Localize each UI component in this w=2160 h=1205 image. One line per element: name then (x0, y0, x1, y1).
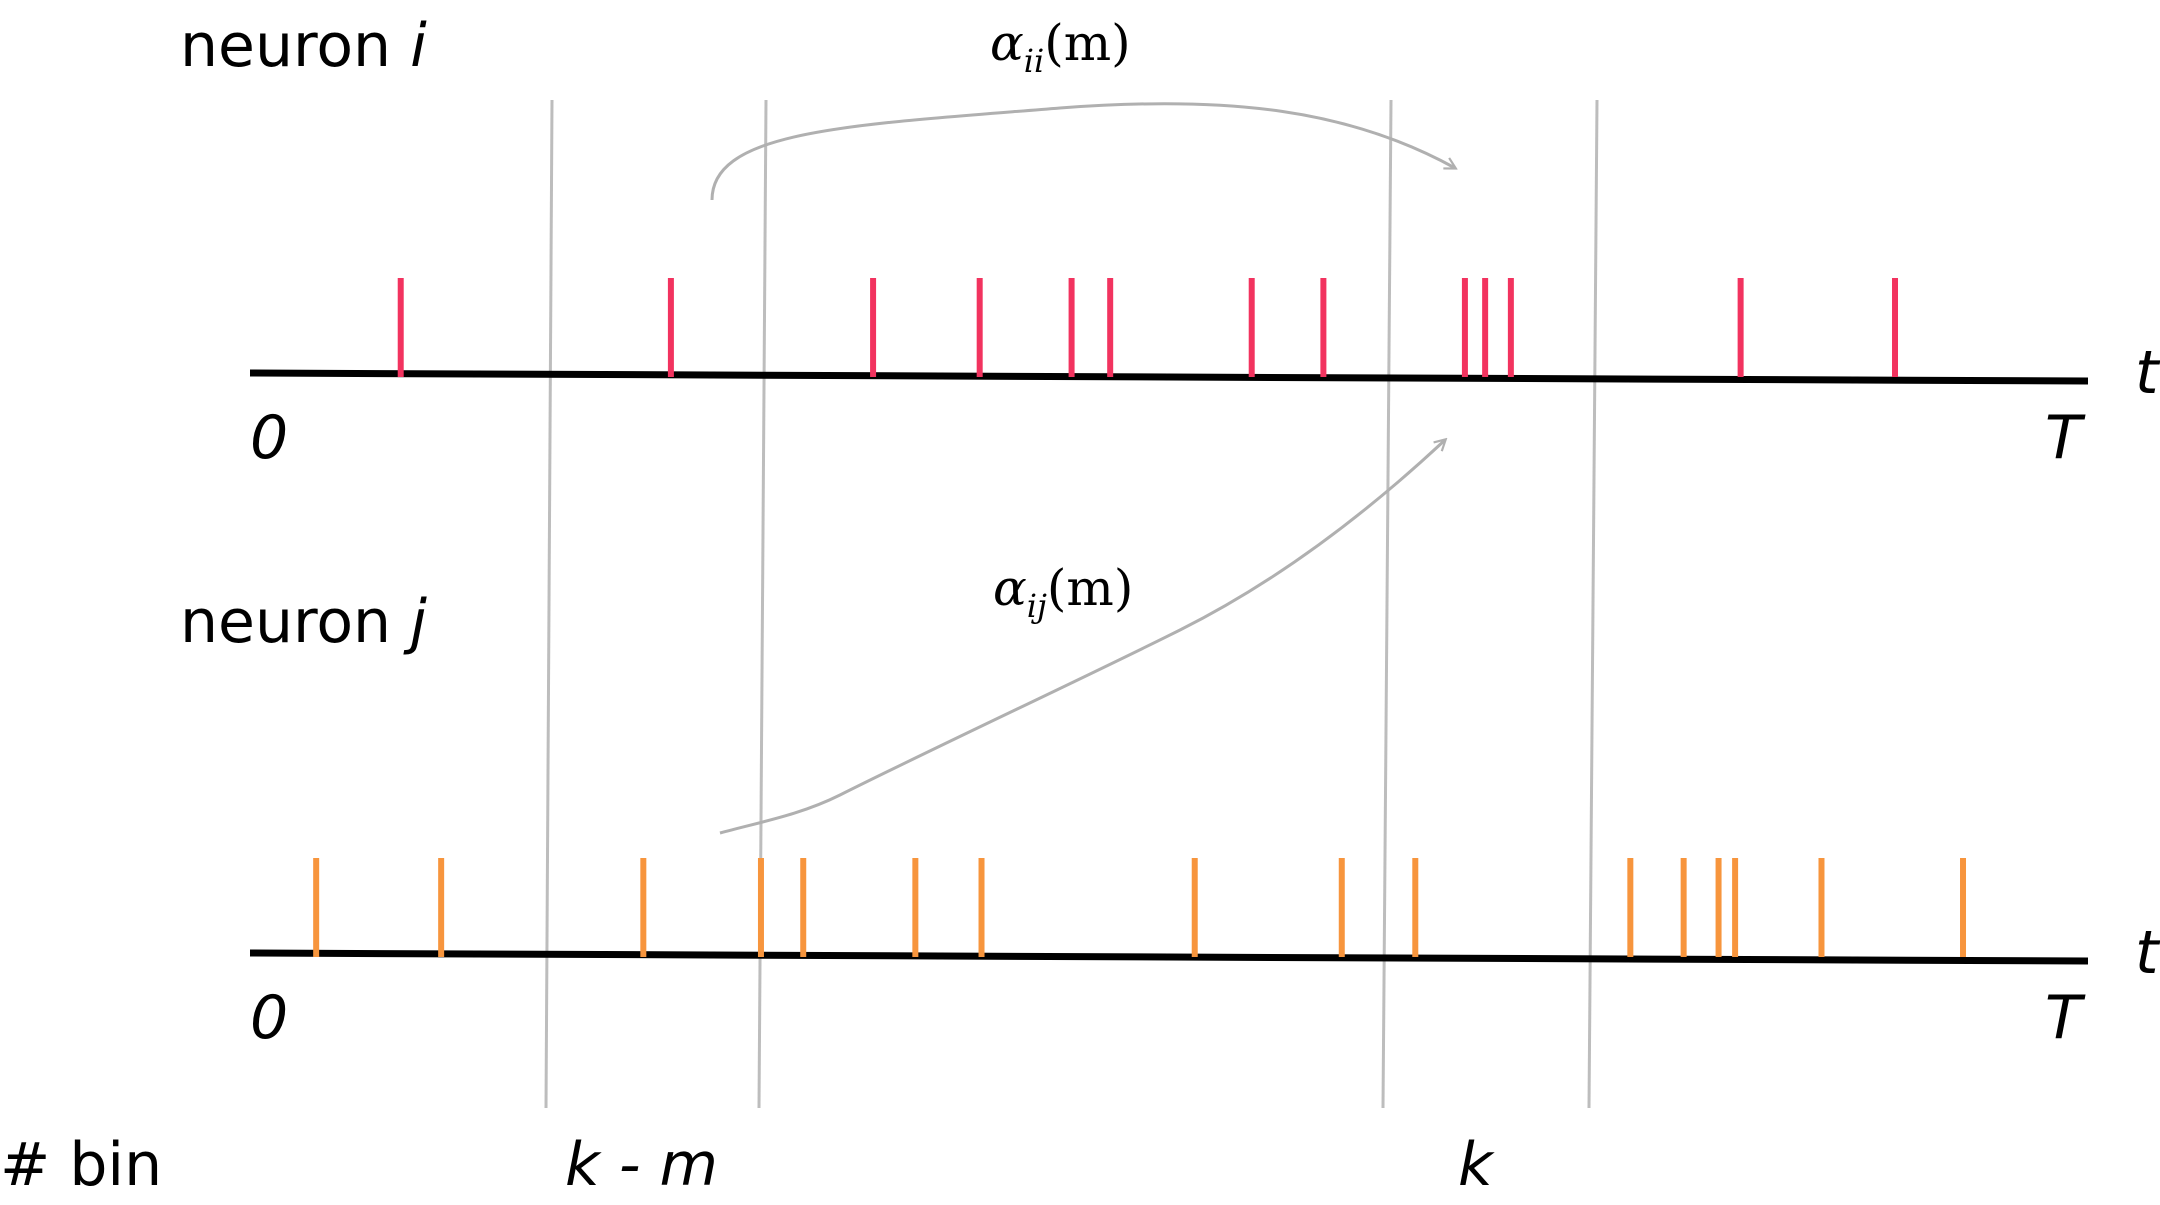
neuron-j-axis-end: T (2045, 983, 2086, 1053)
bin-line-k-m-left (544, 99, 554, 1109)
neuron-j-axis-var: t (2135, 918, 2160, 988)
self-influence-label: αii(m) (990, 14, 1131, 80)
cross-influence-label: αij(m) (993, 559, 1133, 625)
neuron-j-train: neuron j 0 T t (180, 587, 2160, 1053)
neuron-j-spikes (313, 858, 1967, 957)
neuron-i-title: neuron i (180, 11, 427, 81)
cross-influence-arrow (719, 440, 1445, 835)
bin-labels: # bin k - m k (0, 1130, 1495, 1200)
neuron-i-axis-start: 0 (250, 403, 288, 473)
bin-label-k-minus-m: k - m (565, 1130, 718, 1200)
neuron-i-axis-var: t (2135, 338, 2160, 408)
self-influence-arrow (710, 102, 1455, 201)
bin-label-k: k (1458, 1130, 1495, 1200)
neuron-j-axis-start: 0 (250, 983, 288, 1053)
neuron-j-title: neuron j (180, 587, 427, 657)
neuron-j-time-axis (249, 949, 2089, 965)
bin-line-k-right (1587, 99, 1599, 1109)
bin-line-k-left (1381, 99, 1393, 1109)
neuron-i-axis-end: T (2045, 403, 2086, 473)
neuron-i-spikes (397, 278, 1899, 377)
neuron-i-time-axis (249, 369, 2089, 385)
bin-row-label: # bin (0, 1130, 162, 1200)
neuron-i-train: neuron i 0 T t (180, 11, 2160, 473)
